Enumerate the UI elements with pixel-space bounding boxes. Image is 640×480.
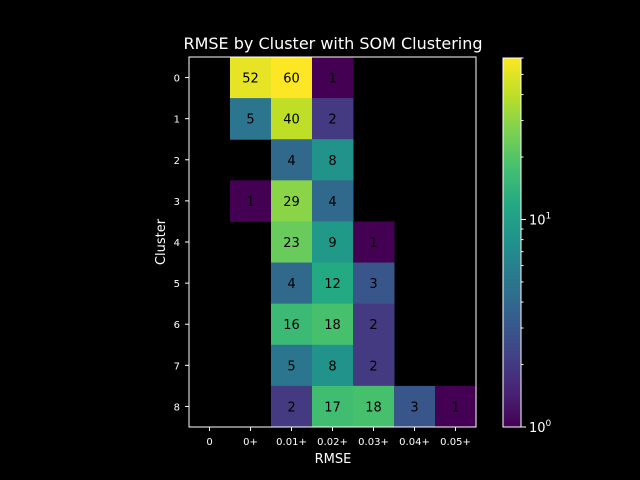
cell-value-label: 52	[242, 72, 259, 87]
heatmap-cell	[230, 180, 272, 222]
colorbar-axis: 100 101	[521, 57, 552, 436]
x-tick-label: 0+	[243, 437, 258, 448]
cell-value-label: 2	[369, 359, 377, 374]
cell-value-label: 5	[287, 359, 295, 374]
heatmap-cell	[435, 385, 477, 428]
cell-value-label: 9	[328, 236, 336, 251]
heatmap-cell	[271, 180, 313, 222]
x-tick-label: 0.01+	[276, 437, 307, 448]
heatmap-cells: 52 60 15 40 24 81 29 423 9 14 12 316 18 25 8 22 17 18 3 1	[189, 57, 477, 428]
cell-value-label: 8	[328, 154, 336, 169]
cell-value-label: 8	[328, 359, 336, 374]
cell-value-label: 2	[287, 400, 295, 415]
heatmap-cell	[312, 262, 354, 305]
x-axis-label: RMSE	[315, 452, 352, 467]
heatmap-cell	[271, 57, 313, 99]
x-tick-label: 0.02+	[317, 437, 348, 448]
cell-value-label: 1	[451, 400, 459, 415]
heatmap-cell	[394, 385, 436, 428]
cell-value-label: 18	[324, 318, 341, 333]
heatmap-cell	[312, 344, 354, 387]
heatmap-cell	[312, 98, 354, 140]
cell-value-label: 4	[287, 154, 295, 169]
heatmap-cell	[271, 221, 313, 264]
chart-title: RMSE by Cluster with SOM Clustering	[183, 34, 482, 53]
heatmap-cell	[271, 98, 313, 140]
colorbar-tick-label: 101	[529, 211, 551, 228]
y-tick-label: 1	[174, 115, 180, 126]
colorbar-tick-label: 100	[529, 419, 552, 436]
y-tick-label: 7	[174, 361, 180, 372]
heatmap-cell	[312, 385, 354, 428]
y-tick-label: 2	[174, 156, 180, 167]
heatmap-cell	[312, 139, 354, 181]
x-tick-label: 0.05+	[440, 437, 471, 448]
y-axis: 0 1 2 3 4 5 6 7 8	[174, 74, 189, 413]
cell-value-label: 1	[246, 195, 254, 210]
cell-value-label: 12	[324, 277, 341, 292]
cell-value-label: 16	[283, 318, 300, 333]
cell-value-label: 4	[328, 195, 336, 210]
heatmap-cell	[353, 262, 395, 305]
heatmap-cell	[312, 303, 354, 346]
cell-value-label: 23	[283, 236, 300, 251]
heatmap-cell	[271, 303, 313, 346]
cell-value-label: 60	[283, 72, 300, 87]
y-tick-label: 8	[174, 402, 180, 413]
cell-value-label: 17	[324, 400, 341, 415]
cell-value-label: 40	[283, 113, 300, 128]
x-tick-label: 0.04+	[399, 437, 430, 448]
cell-value-label: 2	[328, 113, 336, 128]
heatmap-cell	[353, 221, 395, 264]
heatmap-cell	[271, 139, 313, 181]
cell-value-label: 18	[365, 400, 382, 415]
y-tick-label: 6	[174, 320, 180, 331]
heatmap-cell	[230, 57, 272, 99]
y-tick-label: 0	[174, 74, 180, 85]
cell-value-label: 3	[369, 277, 377, 292]
y-tick-label: 3	[174, 197, 180, 208]
y-tick-label: 4	[174, 238, 180, 249]
cell-value-label: 5	[246, 113, 254, 128]
cell-value-label: 2	[369, 318, 377, 333]
heatmap-cell	[312, 180, 354, 222]
cell-value-label: 29	[283, 195, 300, 210]
x-tick-label: 0	[206, 437, 212, 448]
y-axis-label: Cluster	[154, 218, 169, 265]
heatmap-cell	[353, 303, 395, 346]
cell-value-label: 1	[369, 236, 377, 251]
x-tick-label: 0.03+	[358, 437, 389, 448]
cell-value-label: 4	[287, 277, 295, 292]
heatmap-cell	[230, 98, 272, 140]
heatmap-cell	[353, 385, 395, 428]
heatmap-cell	[271, 385, 313, 428]
cell-value-label: 3	[410, 400, 418, 415]
heatmap-cell	[271, 262, 313, 305]
heatmap-cell	[312, 57, 354, 99]
heatmap-cell	[312, 221, 354, 264]
heatmap-cell	[353, 344, 395, 387]
heatmap-cell	[271, 344, 313, 387]
x-axis: 0 0+ 0.01+ 0.02+ 0.03+ 0.04+ 0.05+	[206, 427, 471, 448]
y-tick-label: 5	[174, 279, 180, 290]
cell-value-label: 1	[328, 72, 336, 87]
colorbar	[502, 57, 522, 428]
